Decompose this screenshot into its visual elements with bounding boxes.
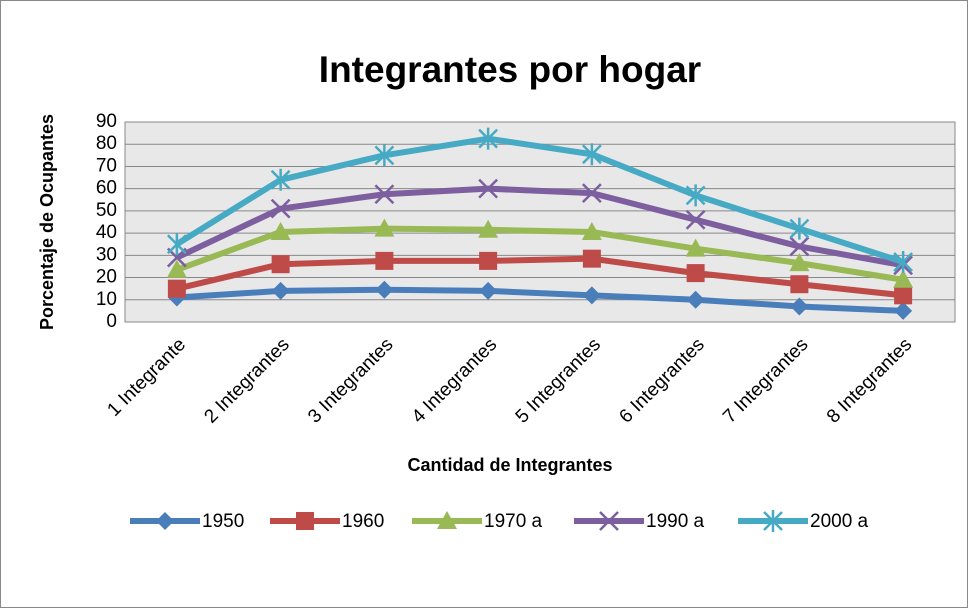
y-tick-label: 80 (96, 133, 117, 154)
data-point (374, 144, 395, 167)
legend-label: 1970 a (484, 511, 543, 532)
data-point (478, 178, 499, 199)
data-point (166, 233, 187, 256)
y-tick-label: 20 (96, 267, 117, 288)
legend-marker (296, 512, 314, 530)
data-point (685, 209, 706, 230)
legend-label: 1950 (202, 511, 244, 532)
data-point (478, 127, 499, 150)
y-tick-label: 10 (96, 289, 117, 310)
data-point (581, 143, 602, 166)
series-line (176, 255, 904, 299)
data-point (478, 219, 499, 238)
data-point (270, 168, 291, 191)
data-point (894, 286, 913, 305)
data-point (582, 249, 601, 268)
y-tick-label: 70 (96, 155, 117, 176)
y-tick-label: 40 (96, 222, 117, 243)
data-point (686, 290, 705, 309)
y-tick-label: 90 (96, 111, 117, 132)
data-point (166, 259, 187, 278)
data-point (270, 198, 291, 219)
data-point (790, 297, 809, 316)
data-point (685, 238, 706, 257)
data-point (581, 183, 602, 203)
data-point (374, 218, 395, 237)
series-line (176, 286, 904, 314)
data-point (271, 255, 290, 274)
data-point (271, 281, 290, 300)
data-point (685, 184, 706, 207)
data-point (894, 301, 913, 320)
legend-label: 2000 a (810, 511, 869, 532)
legend-marker (156, 512, 174, 530)
data-point (270, 222, 291, 240)
series-line (175, 225, 904, 283)
data-point (789, 236, 810, 257)
x-axis-title: Cantidad de Integrantes (407, 455, 612, 475)
y-tick-label: 0 (106, 311, 117, 332)
data-point (375, 280, 394, 299)
y-tick-label: 30 (96, 244, 117, 265)
data-point (789, 253, 810, 272)
data-point (167, 279, 186, 298)
y-axis-title: Porcentaje de Ocupantes (37, 114, 57, 330)
data-point (893, 251, 914, 273)
data-point (582, 286, 601, 305)
legend-marker (763, 510, 783, 532)
series-line (175, 135, 905, 265)
legend-marker (599, 511, 619, 531)
y-tick-label: 60 (96, 178, 117, 199)
data-point (479, 281, 498, 300)
chart-title: Integrantes por hogar (319, 49, 701, 90)
data-point (790, 275, 809, 294)
data-point (581, 222, 602, 240)
data-point (479, 251, 498, 270)
legend-label: 1960 (342, 511, 384, 532)
data-point (374, 184, 395, 205)
data-point (686, 264, 705, 283)
data-point (375, 251, 394, 270)
data-point (789, 217, 810, 240)
data-point (893, 269, 914, 288)
legend-label: 1990 a (646, 511, 705, 532)
series-line (175, 185, 904, 269)
legend-marker (437, 511, 457, 529)
y-tick-label: 50 (96, 200, 117, 221)
